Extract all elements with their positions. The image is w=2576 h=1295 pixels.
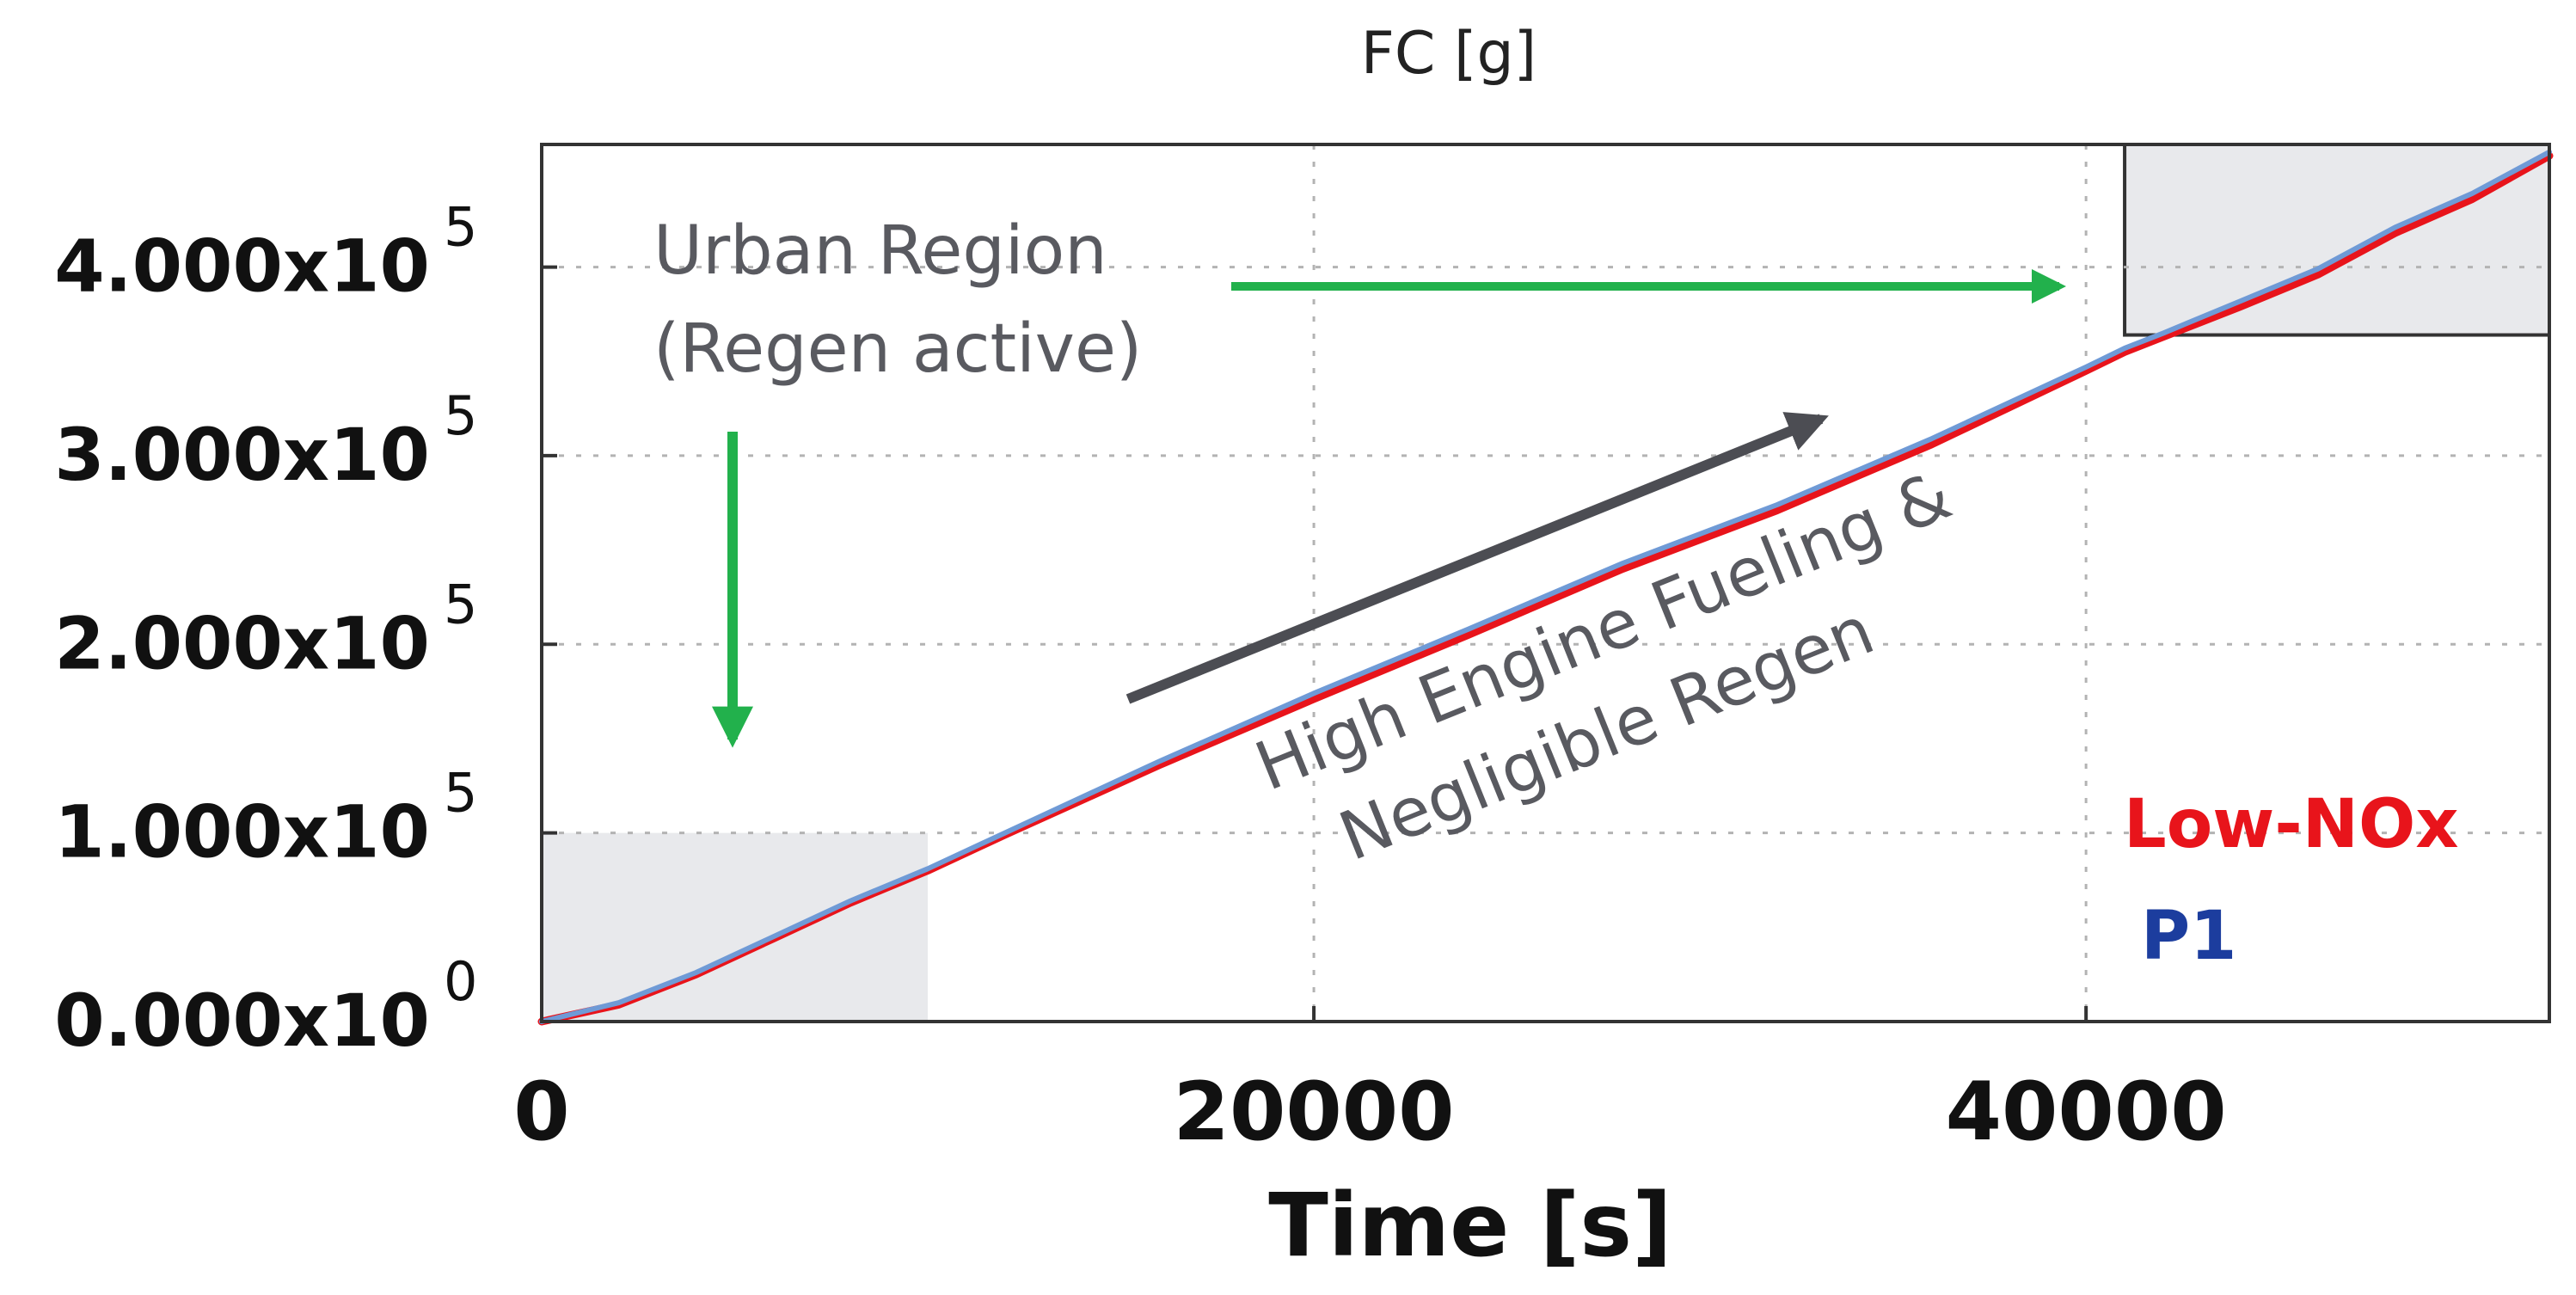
legend-p1: P1 [2141,898,2236,975]
x-tick-label: 40000 [1946,1065,2227,1159]
y-tick-label: 3.000x10 [54,413,430,497]
shaded-region-urban-start [542,832,929,1022]
series-lines [537,149,2554,1026]
x-tick-label: 0 [513,1065,569,1159]
x-tick-label: 20000 [1174,1065,1455,1159]
chart-title: FC [g] [1361,20,1536,88]
urban-annotation-line2: (Regen active) [653,310,1142,388]
dark-arrow-diagonal [1125,412,1829,704]
gridlines [542,144,2549,1022]
y-tick-exponent: 0 [444,950,477,1013]
y-tick-label: 0.000x10 [54,979,430,1063]
x-axis-ticks: 0 20000 40000 [513,1006,2227,1159]
y-tick-exponent: 5 [444,196,477,259]
series-line-p1 [539,149,2552,1024]
y-tick-exponent: 5 [444,384,477,447]
urban-annotation-line1: Urban Region [653,212,1107,290]
y-tick-label: 1.000x10 [54,790,430,875]
x-axis-label: Time [s] [1268,1175,1671,1277]
y-tick-exponent: 5 [444,573,477,635]
y-tick-exponent: 5 [444,762,477,825]
y-tick-label: 2.000x10 [54,601,430,685]
shaded-regions [542,143,2551,1022]
shaded-region-urban-end [2123,143,2551,337]
y-tick-label: 4.000x10 [54,224,430,309]
y-axis-ticks: 0.000x10 01.000x10 52.000x10 53.000x10 54.00… [54,196,557,1063]
legend-low-nox: Low-NOx [2124,786,2459,863]
plot-frame [540,143,2551,1023]
